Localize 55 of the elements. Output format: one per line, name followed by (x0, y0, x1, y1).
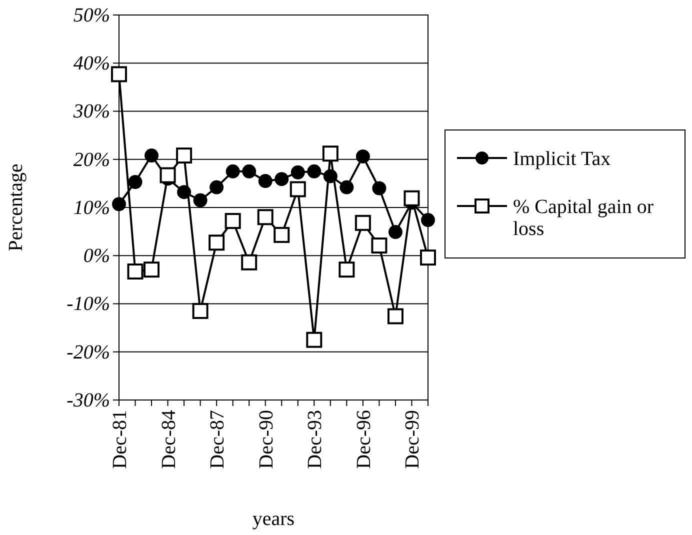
point (340, 180, 354, 194)
point (274, 172, 289, 186)
point (176, 148, 192, 164)
x-tick-label: Dec-90 (255, 410, 278, 469)
point (420, 250, 436, 266)
x-tick-label: Dec-93 (304, 410, 326, 469)
legend-label: % Capital gain or loss (513, 196, 654, 240)
point (192, 302, 208, 319)
x-tick-label: Dec-96 (352, 410, 375, 469)
y-tick-label: 30% (72, 100, 110, 123)
point (226, 164, 240, 178)
point (241, 254, 258, 270)
point (307, 164, 322, 178)
point (387, 308, 404, 324)
point (372, 181, 386, 196)
point (338, 262, 355, 278)
x-tick-label: Dec-84 (158, 410, 180, 469)
y-tick-label: -30% (66, 389, 110, 412)
point (322, 146, 338, 162)
point (224, 212, 241, 229)
point (193, 193, 208, 208)
point (160, 167, 176, 184)
point (258, 174, 272, 188)
y-axis-title: Percentage (5, 164, 27, 252)
point (274, 226, 290, 243)
point (128, 174, 142, 189)
x-tick-label: Dec-81 (109, 410, 131, 469)
point (257, 209, 274, 226)
legend-label: Implicit Tax (513, 148, 611, 170)
x-tick-label: Dec-87 (206, 410, 229, 469)
point (290, 181, 306, 198)
y-tick-label: -20% (66, 341, 110, 364)
x-tick-label: Dec-99 (402, 410, 424, 469)
point (371, 238, 388, 254)
point (210, 180, 224, 194)
y-tick-label: 40% (73, 52, 110, 75)
y-tick-label: 0% (83, 245, 110, 268)
point (306, 332, 322, 348)
x-axis-title: years (252, 508, 295, 530)
y-tick-label: -10% (66, 293, 110, 316)
point (388, 225, 402, 240)
y-tick-label: 10% (73, 196, 110, 219)
point (290, 165, 305, 180)
point (112, 197, 126, 212)
point (356, 149, 370, 164)
point (354, 214, 371, 231)
point (111, 66, 127, 82)
point (208, 234, 225, 251)
point (127, 264, 144, 280)
point (144, 148, 159, 163)
y-tick-label: 20% (73, 148, 110, 171)
point (421, 213, 435, 228)
point (144, 262, 160, 278)
point (242, 164, 256, 178)
y-tick-label: 50% (73, 4, 110, 26)
